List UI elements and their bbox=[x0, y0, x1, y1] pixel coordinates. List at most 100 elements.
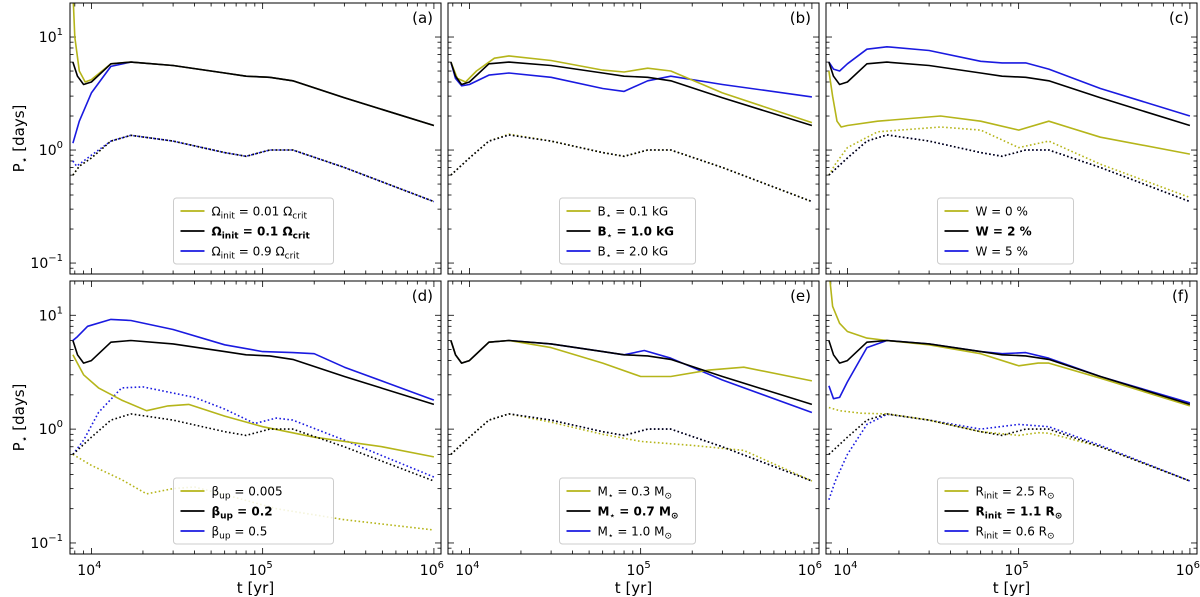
plot-frame bbox=[447, 280, 820, 555]
series-line-black bbox=[450, 339, 813, 406]
legend-box bbox=[937, 197, 1074, 265]
legend-box bbox=[173, 197, 334, 265]
series-line-blue bbox=[450, 61, 813, 98]
series-line-dotted-blue bbox=[828, 413, 1191, 500]
series-line-yellow bbox=[450, 55, 813, 124]
series-group bbox=[828, 281, 1191, 500]
series-line-yellow bbox=[829, 281, 1191, 407]
series-line-dotted-black bbox=[450, 134, 813, 203]
plot-frame bbox=[447, 2, 820, 275]
series-line-dotted-yellow bbox=[450, 133, 813, 203]
y-tick-label: 101 bbox=[39, 27, 63, 46]
panel-f: 104 105 106 t [yr] (f) Rinit = 2.5 R⊙Rinit = … bbox=[825, 280, 1200, 597]
series-line-dotted-yellow bbox=[450, 413, 813, 482]
legend: Ωinit = 0.01 Ωcrit Ωinit = 0.1 Ωcrit Ωinit… bbox=[173, 197, 334, 265]
axis-ticks bbox=[448, 3, 819, 274]
legend: βup = 0.005 βup = 0.2 βup = 0.5 bbox=[173, 477, 334, 545]
series-line-blue bbox=[828, 339, 1191, 404]
y-tick-label: 10−1 bbox=[30, 533, 63, 552]
series-line-dotted-black bbox=[828, 134, 1191, 203]
x-tick-label: 105 bbox=[627, 560, 651, 579]
legend: B⋆ = 0.1 kG B⋆ = 1.0 kG B⋆ = 2.0 kG bbox=[559, 197, 696, 265]
axis-ticks bbox=[70, 281, 441, 554]
axis-ticks bbox=[826, 281, 1197, 554]
series-line-black bbox=[450, 61, 813, 127]
series-line-black bbox=[72, 61, 435, 127]
panel-a: 10−1 100 101 P⋆ [days] (a) Ωinit = 0.01 Ωcrit… bbox=[10, 2, 442, 275]
panel-label: (f) bbox=[1172, 287, 1189, 305]
series-line-blue bbox=[72, 61, 435, 144]
series-line-dotted-yellow bbox=[828, 406, 1191, 482]
y-tick-label: 101 bbox=[39, 305, 63, 324]
series-group bbox=[450, 55, 813, 203]
y-tick-label: 100 bbox=[39, 419, 63, 438]
x-axis-label: t [yr] bbox=[993, 579, 1030, 597]
x-tick-label: 105 bbox=[249, 560, 273, 579]
legend-box bbox=[559, 197, 696, 265]
x-tick-label: 104 bbox=[833, 560, 857, 579]
legend: Rinit = 2.5 R⊙ Rinit = 1.1 R⊙ Rinit = 0.6 … bbox=[937, 477, 1074, 545]
legend-label: Ωinit = 0.01 Ωcrit bbox=[212, 205, 308, 222]
y-axis-label: P⋆ [days] bbox=[10, 384, 31, 452]
series-group bbox=[72, 3, 435, 203]
panel-label: (d) bbox=[412, 287, 433, 305]
series-line-blue bbox=[828, 46, 1191, 117]
legend-label: M⋆ = 0.7 M⊙ bbox=[598, 505, 679, 522]
series-line-dotted-black bbox=[450, 413, 813, 482]
series-line-dotted-yellow bbox=[828, 126, 1191, 199]
x-tick-label: 106 bbox=[420, 560, 444, 579]
legend-label: B⋆ = 1.0 kG bbox=[598, 225, 674, 242]
series-line-dotted-black bbox=[828, 413, 1191, 482]
series-line-black bbox=[828, 339, 1191, 406]
plot-frame bbox=[69, 2, 442, 275]
x-tick-label: 106 bbox=[1176, 560, 1200, 579]
legend-label: βup = 0.005 bbox=[212, 485, 283, 502]
plot-frame bbox=[69, 280, 442, 555]
series-line-dotted-blue bbox=[828, 134, 1191, 203]
x-tick-label: 104 bbox=[455, 560, 479, 579]
legend-label: M⋆ = 1.0 M⊙ bbox=[598, 525, 672, 542]
series-line-dotted-blue bbox=[72, 134, 435, 203]
x-axis-label: t [yr] bbox=[237, 579, 274, 597]
series-line-dotted-blue bbox=[72, 386, 435, 478]
legend-label: M⋆ = 0.3 M⊙ bbox=[598, 485, 672, 502]
axis-ticks bbox=[826, 3, 1197, 274]
series-line-dotted-blue bbox=[450, 134, 813, 203]
x-tick-label: 104 bbox=[77, 560, 101, 579]
series-line-blue bbox=[72, 318, 435, 401]
panel-label: (b) bbox=[790, 9, 811, 27]
y-tick-label: 10−1 bbox=[30, 253, 63, 272]
legend-label: B⋆ = 0.1 kG bbox=[598, 205, 669, 222]
legend-label: W = 0 % bbox=[976, 205, 1028, 219]
legend-label: W = 2 % bbox=[976, 225, 1032, 239]
y-axis-label: P⋆ [days] bbox=[10, 105, 31, 173]
series-group bbox=[450, 339, 813, 482]
legend-label: W = 5 % bbox=[976, 245, 1028, 259]
plot-frame bbox=[825, 280, 1198, 555]
legend: M⋆ = 0.3 M⊙ M⋆ = 0.7 M⊙ M⋆ = 1.0 M⊙ bbox=[559, 477, 696, 545]
series-line-dotted-blue bbox=[450, 413, 813, 482]
legend-box bbox=[173, 477, 334, 545]
series-line-yellow bbox=[828, 70, 1191, 155]
x-tick-label: 105 bbox=[1005, 560, 1029, 579]
series-line-dotted-black bbox=[72, 134, 435, 203]
series-line-black bbox=[72, 339, 435, 406]
x-axis-label: t [yr] bbox=[615, 579, 652, 597]
legend-label: Rinit = 1.1 R⊙ bbox=[976, 505, 1063, 522]
panel-label: (c) bbox=[1169, 9, 1189, 27]
series-line-black bbox=[828, 61, 1191, 127]
plot-frame bbox=[825, 2, 1198, 275]
panel-e: 104 105 106 t [yr] (e) M⋆ = 0.3 M⊙ M⋆ = 0.7 M⊙… bbox=[447, 280, 822, 597]
series-line-yellow bbox=[450, 339, 813, 382]
panel-label: (a) bbox=[412, 9, 433, 27]
panel-b: (b) B⋆ = 0.1 kG B⋆ = 1.0 kG B⋆ = 2.0 kG bbox=[447, 2, 820, 275]
legend-label: Ωinit = 0.9 Ωcrit bbox=[212, 245, 300, 262]
legend-label: Ωinit = 0.1 Ωcrit bbox=[212, 225, 311, 242]
legend-box bbox=[559, 477, 696, 545]
panel-label: (e) bbox=[790, 287, 811, 305]
series-line-yellow bbox=[72, 354, 435, 458]
legend-label: B⋆ = 2.0 kG bbox=[598, 245, 669, 262]
panel-d: 10−1 100 101 P⋆ [days] 104 105 106 t [yr] (d) βup… bbox=[10, 280, 444, 597]
series-line-dotted-yellow bbox=[72, 134, 435, 203]
